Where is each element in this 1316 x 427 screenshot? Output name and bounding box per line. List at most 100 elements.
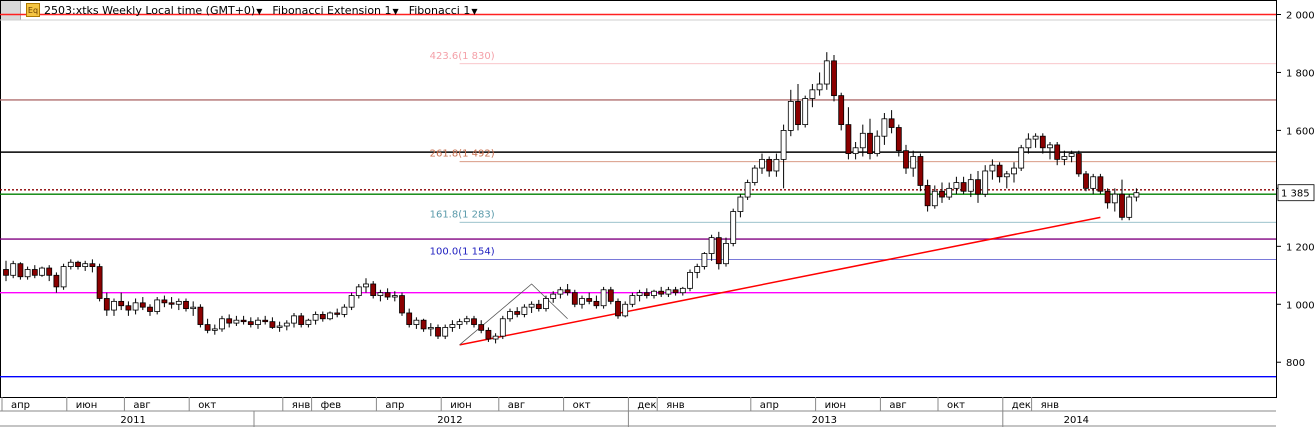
candle-body xyxy=(996,164,1003,178)
candle-body xyxy=(485,329,492,340)
candle-body xyxy=(427,327,434,330)
candle-body xyxy=(946,187,953,198)
month-label: янв xyxy=(292,400,311,411)
candle-body xyxy=(197,306,204,325)
month-label: окт xyxy=(573,400,591,411)
candle-body xyxy=(1011,167,1017,175)
candle-body xyxy=(139,302,146,308)
month-label: янв xyxy=(666,400,685,411)
candle-body xyxy=(319,314,326,320)
candle-body xyxy=(161,299,168,304)
candle-body xyxy=(564,289,571,294)
candle-body xyxy=(780,130,787,160)
candle-body xyxy=(629,295,636,305)
month-label: июн xyxy=(76,400,97,411)
candle-body xyxy=(1119,193,1125,218)
candle-body xyxy=(399,295,405,314)
candle-body xyxy=(31,269,38,276)
candle-body xyxy=(125,305,132,311)
y-tick-label: 1 200 xyxy=(1286,242,1315,253)
candle-body xyxy=(327,312,333,320)
month-label: апр xyxy=(385,400,404,411)
candle-body xyxy=(823,60,830,85)
chart-toolbar: Eq 2503:xtks Weekly Local time (GMT+0)▼ … xyxy=(0,0,1276,20)
candle-body xyxy=(17,263,24,278)
candle-body xyxy=(845,124,852,154)
candle-body xyxy=(1018,147,1025,169)
candle-body xyxy=(672,289,679,294)
candle-body xyxy=(10,263,17,276)
candle-body xyxy=(924,185,931,207)
candle-body xyxy=(643,292,650,296)
candle-body xyxy=(82,263,89,267)
candle-body xyxy=(816,83,823,91)
candle-body xyxy=(751,167,758,183)
fib-extension-menu[interactable]: Fibonacci Extension 1▼ xyxy=(272,4,398,17)
candle-body xyxy=(773,158,780,172)
caret-down-icon: ▼ xyxy=(392,6,399,16)
candle-body xyxy=(600,289,607,307)
candle-body xyxy=(795,101,801,126)
candle-body xyxy=(831,60,837,97)
candle-body xyxy=(550,293,557,299)
symbol-label: 2503:xtks Weekly Local time (GMT+0) xyxy=(44,3,256,17)
fibonacci-menu[interactable]: Fibonacci 1▼ xyxy=(409,4,478,17)
candle-body xyxy=(931,190,938,207)
candle-body xyxy=(687,271,693,289)
y-tick-label: 1 600 xyxy=(1286,126,1315,137)
candle-body xyxy=(658,290,665,295)
month-label: дек xyxy=(637,400,656,411)
candle-body xyxy=(622,303,629,317)
candle-body xyxy=(1025,138,1032,149)
candle-body xyxy=(1032,135,1039,140)
candle-body xyxy=(895,127,902,152)
y-tick-label: 800 xyxy=(1286,358,1305,369)
last-price-box xyxy=(1277,184,1315,202)
candle-body xyxy=(269,321,276,328)
candle-body xyxy=(276,325,283,328)
candle-body xyxy=(579,298,585,305)
candle-body xyxy=(867,132,873,154)
candle-body xyxy=(154,299,161,312)
candle-body xyxy=(190,306,197,310)
candle-body xyxy=(615,300,621,317)
month-label: дек xyxy=(1012,400,1031,411)
candle-body xyxy=(787,101,794,131)
symbol-selector[interactable]: 2503:xtks Weekly Local time (GMT+0)▼ xyxy=(44,4,262,17)
candle-body xyxy=(571,292,578,305)
candle-body xyxy=(471,318,477,325)
candle-body xyxy=(67,261,74,267)
candle-body xyxy=(89,263,96,267)
year-label: 2014 xyxy=(1064,415,1089,426)
caret-down-icon: ▼ xyxy=(471,6,478,16)
candle-body xyxy=(960,182,967,192)
candle-body xyxy=(528,303,535,308)
month-label: апр xyxy=(11,400,30,411)
candle-body xyxy=(247,321,254,325)
plot-border xyxy=(0,0,1277,398)
candle-body xyxy=(910,156,917,169)
month-label: апр xyxy=(760,400,779,411)
candle-body xyxy=(384,292,391,298)
candle-body xyxy=(874,135,881,154)
month-label: авг xyxy=(133,400,150,411)
month-label: июн xyxy=(450,400,471,411)
candle-body xyxy=(1054,144,1061,160)
candle-body xyxy=(370,283,377,296)
candle-body xyxy=(759,158,765,169)
y-tick-label: 2 000 xyxy=(1286,10,1315,21)
candle-body xyxy=(953,182,960,189)
candle-body xyxy=(132,302,139,311)
equity-icon[interactable]: Eq xyxy=(26,3,40,17)
candle-body xyxy=(586,298,593,302)
candle-body xyxy=(1111,193,1118,204)
candle-body xyxy=(75,261,81,267)
candle-body xyxy=(651,290,657,296)
candle-body xyxy=(46,267,53,276)
month-label: авг xyxy=(889,400,906,411)
candle-body xyxy=(420,319,427,330)
candle-body xyxy=(543,298,549,310)
fib-level-label: 161.8(1 283) xyxy=(430,209,495,220)
candle-body xyxy=(679,287,686,294)
